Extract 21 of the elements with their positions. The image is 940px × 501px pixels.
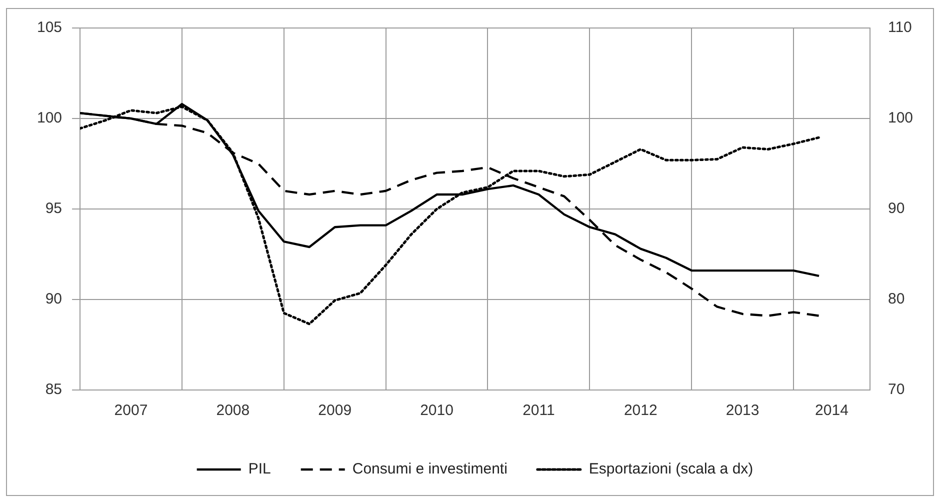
x-tick-label: 2011	[522, 402, 555, 420]
y2-tick-label: 80	[888, 290, 905, 308]
x-tick-label: 2009	[318, 402, 352, 420]
x-tick-label: 2008	[216, 402, 250, 420]
y2-tick-label: 110	[888, 19, 912, 36]
y2-tick-label: 100	[888, 110, 914, 127]
legend-label: PIL	[248, 460, 271, 478]
x-tick-label: 2013	[726, 402, 760, 420]
legend-label: Consumi e investimenti	[352, 460, 508, 478]
y-tick-label: 85	[45, 381, 62, 398]
x-tick-label: 2014	[815, 402, 848, 420]
y-tick-label: 95	[45, 200, 62, 218]
x-tick-label: 2007	[114, 402, 148, 420]
x-tick-label: 2012	[624, 402, 658, 420]
legend-label: Esportazioni (scala a dx)	[588, 460, 754, 478]
y-tick-label: 105	[36, 19, 62, 36]
y-tick-label: 100	[36, 110, 62, 127]
y-tick-label: 90	[45, 290, 62, 308]
y2-tick-label: 70	[888, 381, 905, 398]
x-tick-label: 2010	[420, 402, 454, 420]
y2-tick-label: 90	[888, 200, 905, 218]
